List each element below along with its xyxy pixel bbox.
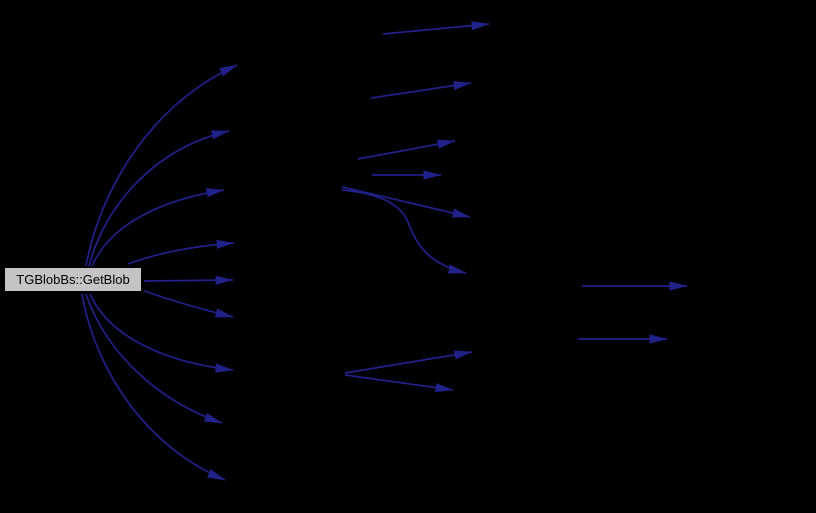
call-edge-child3-to-grandchild-5 xyxy=(341,186,471,218)
call-edge-root-to-child-2 xyxy=(88,130,230,267)
call-edge-child3-to-grandchild-6 xyxy=(341,189,467,274)
call-edge-root-to-child-5 xyxy=(143,275,234,285)
graph-node-label: TGBlobBs::GetBlob xyxy=(16,272,130,287)
graph-node-tgblobbs-getblob: TGBlobBs::GetBlob xyxy=(4,267,142,292)
call-edge-root-to-child-4 xyxy=(127,239,235,265)
call-edge-root-to-child-9 xyxy=(81,293,226,481)
call-edge-child2-to-grandchild-2 xyxy=(370,81,472,99)
call-edge-root-to-child-6 xyxy=(143,290,234,318)
call-edge-root-to-child-1 xyxy=(85,64,238,267)
call-edge-child3-to-grandchild-3 xyxy=(357,139,456,160)
call-edge-root-to-child-8 xyxy=(85,293,223,424)
call-edge-root-to-child-3 xyxy=(91,188,225,267)
call-edge-root-to-child-7 xyxy=(89,293,234,373)
call-edge-child1-to-grandchild-1 xyxy=(382,21,490,35)
call-edge-child7-to-grandchild-8 xyxy=(344,374,454,393)
call-edge-child7-to-grandchild-7 xyxy=(344,350,473,374)
